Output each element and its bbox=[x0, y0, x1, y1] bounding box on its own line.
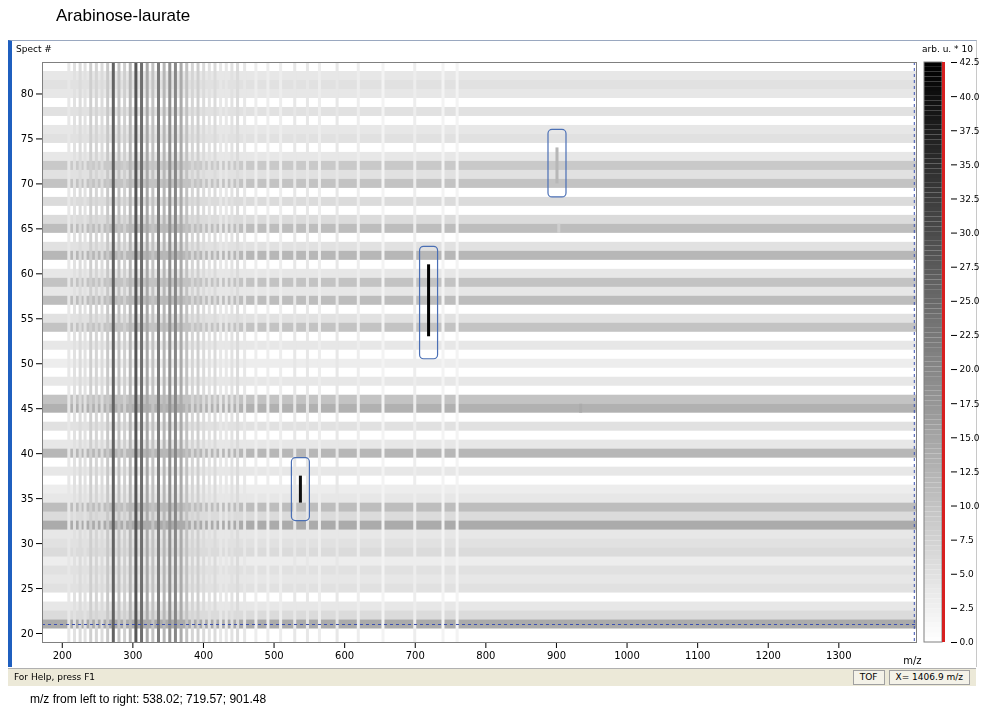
svg-text:42.5: 42.5 bbox=[960, 57, 980, 67]
svg-text:200: 200 bbox=[53, 650, 72, 661]
svg-text:70: 70 bbox=[21, 178, 34, 189]
svg-text:20: 20 bbox=[21, 628, 34, 639]
svg-text:45: 45 bbox=[21, 403, 34, 414]
svg-text:40.0: 40.0 bbox=[960, 91, 980, 101]
svg-text:30.0: 30.0 bbox=[960, 228, 980, 238]
svg-text:30: 30 bbox=[21, 538, 34, 549]
svg-text:400: 400 bbox=[194, 650, 213, 661]
html-text:For Help, press F1: For Help, press F1 bbox=[14, 672, 96, 682]
svg-text:1200: 1200 bbox=[756, 650, 781, 661]
svg-text:10.0: 10.0 bbox=[960, 501, 980, 511]
svg-text:25: 25 bbox=[21, 583, 34, 594]
svg-text:1100: 1100 bbox=[685, 650, 710, 661]
svg-text:65: 65 bbox=[21, 223, 34, 234]
svg-text:35: 35 bbox=[21, 493, 34, 504]
svg-text:60: 60 bbox=[21, 268, 34, 279]
html-text:arb. u. * 10: arb. u. * 10 bbox=[922, 44, 973, 54]
svg-text:300: 300 bbox=[123, 650, 142, 661]
svg-text:22.5: 22.5 bbox=[960, 330, 980, 340]
svg-text:32.5: 32.5 bbox=[960, 194, 980, 204]
svg-text:1000: 1000 bbox=[614, 650, 639, 661]
svg-text:17.5: 17.5 bbox=[960, 399, 980, 409]
svg-text:900: 900 bbox=[547, 650, 566, 661]
svg-text:55: 55 bbox=[21, 313, 34, 324]
svg-text:80: 80 bbox=[21, 88, 34, 99]
svg-text:40: 40 bbox=[21, 448, 34, 459]
svg-text:35.0: 35.0 bbox=[960, 160, 980, 170]
html-text:m/z from left to right: 538.02: m/z from left to right: 538.02; 719.57; … bbox=[30, 692, 267, 706]
html-text:Arabinose-laurate: Arabinose-laurate bbox=[56, 6, 191, 25]
svg-text:500: 500 bbox=[265, 650, 284, 661]
svg-text:50: 50 bbox=[21, 358, 34, 369]
svg-text:75: 75 bbox=[21, 133, 34, 144]
svg-text:12.5: 12.5 bbox=[960, 467, 980, 477]
html-text:Spect #: Spect # bbox=[16, 44, 52, 54]
svg-text:m/z: m/z bbox=[903, 655, 921, 666]
svg-text:2.5: 2.5 bbox=[960, 603, 974, 613]
svg-text:15.0: 15.0 bbox=[960, 433, 980, 443]
svg-text:700: 700 bbox=[406, 650, 425, 661]
html-text:TOF: TOF bbox=[859, 672, 878, 682]
svg-text:27.5: 27.5 bbox=[960, 262, 980, 272]
svg-text:7.5: 7.5 bbox=[960, 535, 974, 545]
svg-text:800: 800 bbox=[476, 650, 495, 661]
svg-text:5.0: 5.0 bbox=[960, 569, 975, 579]
svg-text:37.5: 37.5 bbox=[960, 126, 980, 136]
svg-text:600: 600 bbox=[335, 650, 354, 661]
svg-text:20.0: 20.0 bbox=[960, 364, 980, 374]
svg-text:25.0: 25.0 bbox=[960, 296, 980, 306]
html-text:X= 1406.9 m/z: X= 1406.9 m/z bbox=[895, 672, 963, 682]
svg-text:1300: 1300 bbox=[826, 650, 851, 661]
svg-text:0.0: 0.0 bbox=[960, 637, 975, 647]
